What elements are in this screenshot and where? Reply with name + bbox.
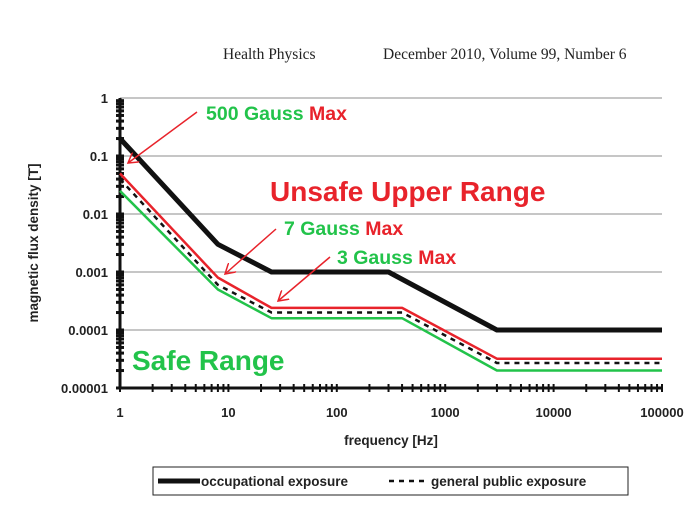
y-tick-label: 1 [101,91,108,106]
x-tick-label: 100 [326,405,348,420]
y-tick-label: 0.001 [75,265,108,280]
annotation-500-gauss-max: 500 Gauss Max [206,103,347,125]
annotation-part: Max [365,218,403,240]
y-tick-label: 0.1 [90,149,108,164]
x-tick-label: 1 [116,405,123,420]
x-tick-label: 10000 [536,405,572,420]
annotation-part: 500 Gauss [206,103,309,125]
legend-occupational-label: occupational exposure [201,474,349,489]
y-axis-title: magnetic flux density [T] [26,163,41,322]
legend-general-public-label: general public exposure [431,474,587,489]
x-axis-title: frequency [Hz] [344,433,438,448]
annotation-3-gauss-max: 3 Gauss Max [337,247,456,269]
annotation-part: Unsafe Upper Range [270,176,545,207]
x-tick-label: 10 [221,405,235,420]
journal-name: Health Physics [223,46,316,63]
y-tick-label: 0.0001 [68,323,108,338]
occupational-exposure-line [118,136,662,333]
y-tick-label: 0.00001 [61,381,108,396]
general-public-exposure-line [119,178,662,365]
x-tick-label: 100000 [640,405,683,420]
annotation-part: 7 Gauss [284,218,365,240]
annotation-safe-range: Safe Range [132,345,285,376]
annotation-unsafe-upper-range: Unsafe Upper Range [270,176,545,207]
annotation-part: Max [418,247,456,269]
green-limit-line [119,190,662,372]
3-gauss-arrow [278,256,331,301]
annotation-part: 3 Gauss [337,247,418,269]
y-tick-label: 0.01 [83,207,108,222]
x-tick-label: 1000 [431,405,460,420]
issue-info: December 2010, Volume 99, Number 6 [383,46,627,63]
7-gauss-arrow [225,228,277,274]
annotation-7-gauss-max: 7 Gauss Max [284,218,403,240]
annotation-part: Safe Range [132,345,285,376]
annotation-part: Max [309,103,347,125]
red-limit-line [119,172,662,360]
500-gauss-arrow [128,111,198,163]
